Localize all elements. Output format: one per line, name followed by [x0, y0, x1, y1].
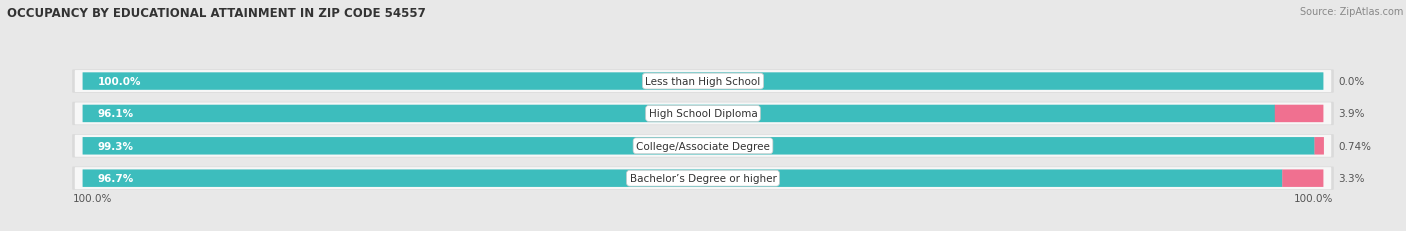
Text: 100.0%: 100.0% [73, 193, 112, 203]
FancyBboxPatch shape [72, 102, 1334, 125]
FancyBboxPatch shape [1282, 170, 1323, 187]
Text: Source: ZipAtlas.com: Source: ZipAtlas.com [1299, 7, 1403, 17]
Text: 96.1%: 96.1% [97, 109, 134, 119]
Text: 100.0%: 100.0% [1294, 193, 1333, 203]
FancyBboxPatch shape [75, 71, 1331, 93]
Text: OCCUPANCY BY EDUCATIONAL ATTAINMENT IN ZIP CODE 54557: OCCUPANCY BY EDUCATIONAL ATTAINMENT IN Z… [7, 7, 426, 20]
Text: High School Diploma: High School Diploma [648, 109, 758, 119]
Text: 99.3%: 99.3% [97, 141, 134, 151]
FancyBboxPatch shape [72, 135, 1334, 158]
FancyBboxPatch shape [75, 135, 1331, 157]
FancyBboxPatch shape [83, 105, 1275, 123]
Text: 3.3%: 3.3% [1339, 173, 1365, 183]
FancyBboxPatch shape [1275, 105, 1323, 123]
FancyBboxPatch shape [75, 167, 1331, 189]
Text: 0.0%: 0.0% [1339, 77, 1364, 87]
FancyBboxPatch shape [1315, 137, 1324, 155]
Text: Bachelor’s Degree or higher: Bachelor’s Degree or higher [630, 173, 776, 183]
FancyBboxPatch shape [75, 103, 1331, 125]
FancyBboxPatch shape [83, 73, 1323, 90]
FancyBboxPatch shape [83, 137, 1315, 155]
Text: 0.74%: 0.74% [1339, 141, 1372, 151]
FancyBboxPatch shape [72, 70, 1334, 93]
FancyBboxPatch shape [83, 170, 1282, 187]
Text: 96.7%: 96.7% [97, 173, 134, 183]
Text: 100.0%: 100.0% [97, 77, 141, 87]
Text: Less than High School: Less than High School [645, 77, 761, 87]
FancyBboxPatch shape [72, 167, 1334, 190]
Text: 3.9%: 3.9% [1339, 109, 1365, 119]
Text: College/Associate Degree: College/Associate Degree [636, 141, 770, 151]
